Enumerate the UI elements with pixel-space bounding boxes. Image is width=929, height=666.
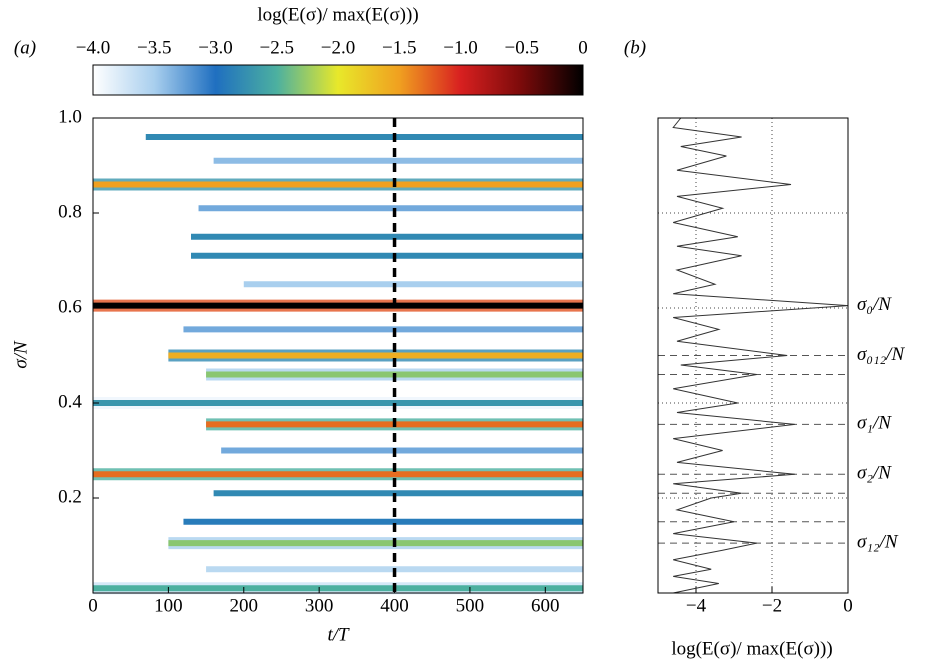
band: [93, 181, 583, 188]
y-tick-label: 0.2: [58, 486, 82, 507]
annotation: σ₁₂/N: [857, 531, 899, 552]
annotation: σ₀/N: [857, 294, 892, 315]
y-tick-label: 0.8: [58, 201, 82, 222]
y-tick-label: 1.0: [58, 106, 82, 127]
x-tick-label: 0: [843, 595, 853, 616]
colorbar: [92, 64, 584, 96]
band: [213, 490, 583, 497]
band: [168, 352, 583, 359]
plot-frame: [657, 117, 849, 594]
band: [93, 302, 583, 309]
plot-frame: [92, 117, 584, 594]
colorbar-tick-label: 0: [578, 37, 588, 58]
x-tick-label: 600: [531, 595, 560, 616]
band: [93, 400, 583, 406]
energy-line: [672, 117, 849, 594]
panel-label: (a): [14, 37, 36, 58]
x-axis-label: log(E(σ)/ max(E(σ))): [671, 638, 832, 659]
colorbar-label: log(E(σ)/ max(E(σ))): [257, 4, 418, 25]
band: [221, 447, 583, 454]
x-tick-label: 0: [88, 595, 98, 616]
band: [183, 518, 583, 525]
band: [145, 134, 583, 140]
annotation: σ₀₁₂/N: [857, 344, 905, 365]
band: [243, 281, 583, 288]
x-axis-label: t/T: [327, 624, 350, 645]
colorbar-tick-label: −3.5: [137, 37, 171, 58]
band: [183, 326, 583, 333]
x-tick-label: 100: [154, 595, 183, 616]
colorbar-tick-label: −2.0: [321, 37, 355, 58]
band: [213, 157, 583, 164]
y-tick-label: 0.6: [58, 296, 82, 317]
x-tick-label: 200: [230, 595, 259, 616]
band: [191, 252, 583, 259]
x-tick-label: 300: [305, 595, 334, 616]
panel-label: (b): [624, 37, 646, 58]
band: [168, 540, 583, 547]
band: [198, 205, 584, 212]
band: [191, 233, 583, 240]
colorbar-tick-label: −1.0: [443, 37, 477, 58]
colorbar-tick-label: −4.0: [76, 37, 110, 58]
x-tick-label: −2: [762, 595, 782, 616]
y-axis-label: σ/N: [10, 340, 31, 369]
y-tick-label: 0.4: [58, 391, 82, 412]
colorbar-tick-label: −3.0: [198, 37, 232, 58]
x-tick-label: 400: [380, 595, 409, 616]
colorbar-tick-label: −0.5: [505, 37, 539, 58]
x-tick-label: −4: [686, 595, 707, 616]
colorbar-tick-label: −2.5: [260, 37, 294, 58]
annotation: σ₁/N: [857, 413, 892, 434]
band: [93, 585, 583, 592]
band: [93, 471, 583, 478]
annotation: σ₂/N: [857, 463, 892, 484]
colorbar-tick-label: −1.5: [382, 37, 416, 58]
x-tick-label: 500: [456, 595, 485, 616]
